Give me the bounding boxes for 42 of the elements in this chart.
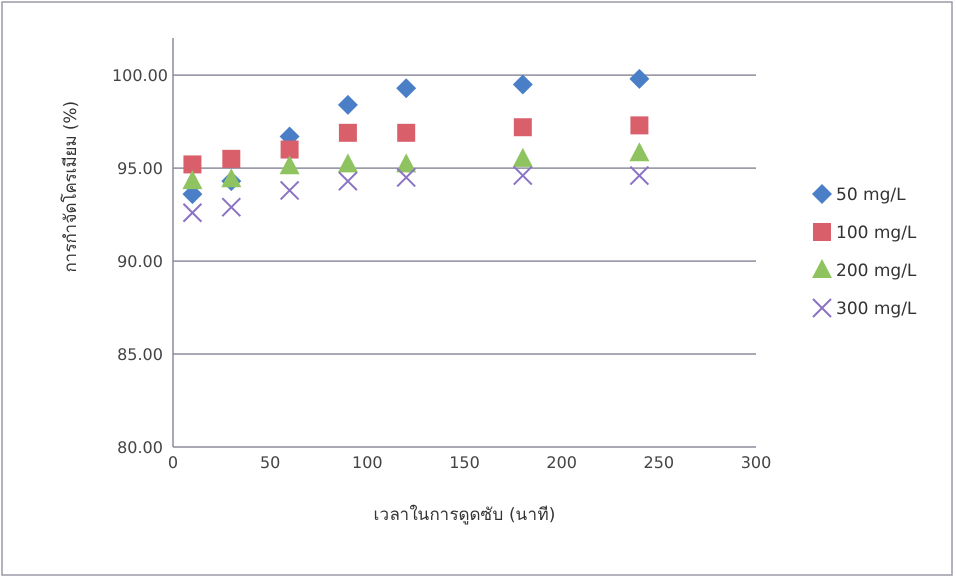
point [338, 153, 358, 172]
point [512, 166, 533, 186]
point [514, 118, 532, 136]
point [397, 124, 416, 142]
point [222, 150, 240, 168]
point [182, 202, 202, 223]
x-tick-label: 100 [352, 453, 383, 472]
point [182, 170, 202, 190]
point [396, 78, 416, 98]
y-axis-title: การกำจัดโครเมียม (%) [60, 100, 81, 273]
legend-label: 200 mg/L [836, 261, 917, 281]
x-axis-title: เวลาในการดูดซับ (นาที) [374, 504, 556, 525]
point [396, 167, 416, 188]
y-tick-label: 80.00 [117, 438, 163, 457]
x-tick-label: 250 [644, 453, 674, 472]
y-tick-label: 85.00 [117, 345, 163, 364]
point [338, 94, 358, 115]
x-tick-label: 300 [740, 453, 772, 472]
point [221, 168, 242, 188]
legend-label: 300 mg/L [836, 299, 917, 319]
y-tick-label: 95.00 [117, 159, 163, 178]
point [280, 140, 299, 159]
x-tick-label: 0 [168, 453, 178, 472]
point [338, 171, 358, 192]
point [280, 180, 300, 200]
point [512, 148, 533, 167]
point [512, 74, 533, 94]
point [280, 155, 300, 174]
y-tick-label: 100.00 [112, 66, 168, 86]
x-tick-label: 200 [546, 453, 577, 472]
x-tick-label: 50 [260, 453, 280, 472]
legend-label: 100 mg/L [836, 223, 917, 243]
point [629, 142, 650, 162]
point [629, 68, 650, 89]
y-tick-label: 90.00 [117, 252, 163, 272]
legend-label: 50 mg/L [836, 185, 906, 205]
point [630, 116, 648, 134]
point [629, 166, 650, 186]
point [221, 197, 242, 218]
point [183, 155, 202, 174]
x-tick-label: 150 [449, 453, 480, 472]
point [338, 124, 357, 142]
